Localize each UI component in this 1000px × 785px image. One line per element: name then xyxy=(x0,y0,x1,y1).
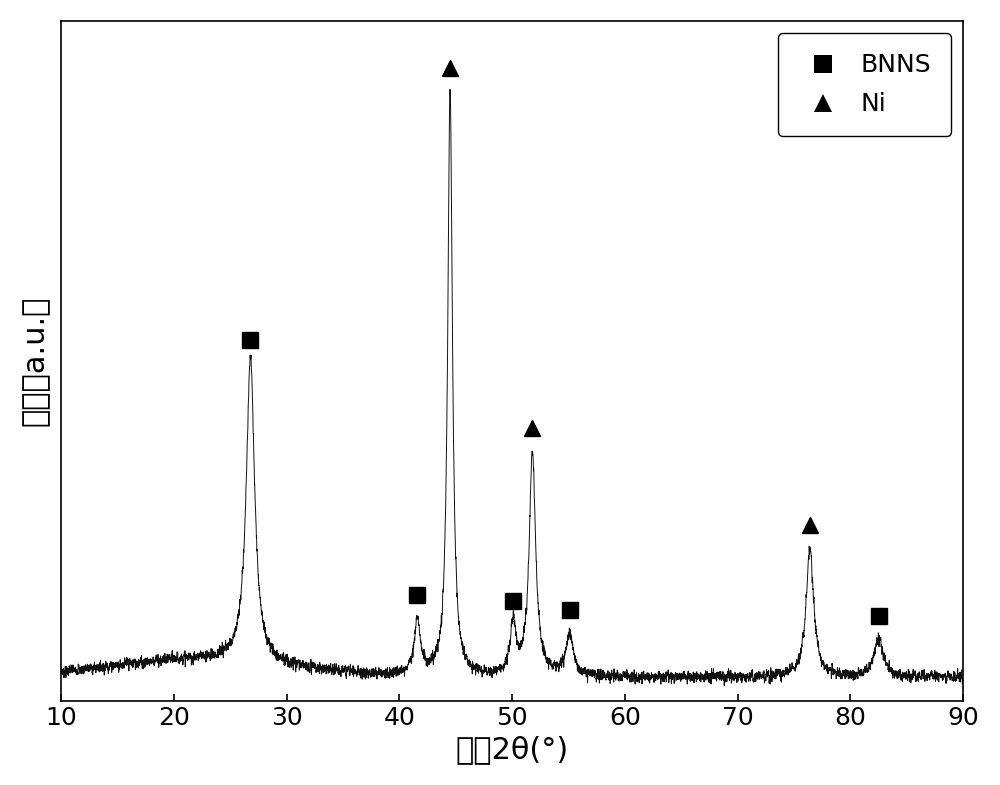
Legend: BNNS, Ni: BNNS, Ni xyxy=(778,33,951,137)
Y-axis label: 强度（a.u.）: 强度（a.u.） xyxy=(21,296,50,426)
X-axis label: 角剔2θ(°): 角剔2θ(°) xyxy=(455,736,569,764)
